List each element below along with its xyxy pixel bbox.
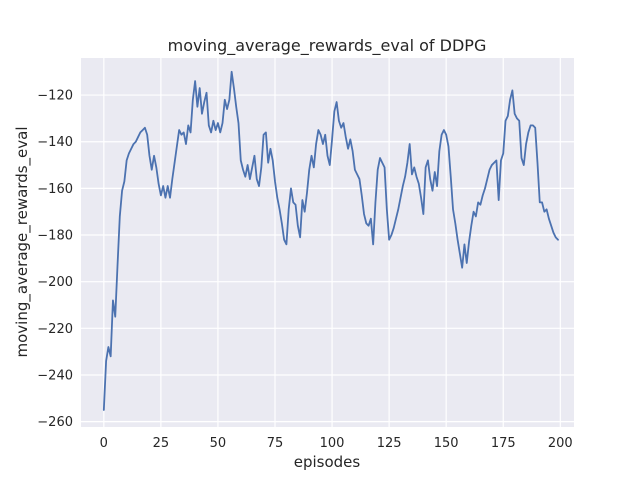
x-axis-label: episodes: [294, 453, 361, 471]
y-tick-labels: −260 −240 −220 −200 −180 −160 −140 −120: [37, 89, 73, 431]
y-tick-label: −220: [37, 322, 73, 337]
x-tick-labels: 0 25 50 75 100 125 150 175 200: [100, 436, 573, 451]
y-tick-label: −180: [37, 229, 73, 244]
chart-title: moving_average_rewards_eval of DDPG: [168, 36, 487, 56]
x-tick-label: 125: [377, 436, 402, 451]
x-tick-label: 50: [210, 436, 227, 451]
grid-horizontal-lines: [81, 94, 574, 423]
y-tick-label: −160: [37, 182, 73, 197]
x-tick-label: 150: [434, 436, 459, 451]
x-tick-label: 25: [153, 436, 170, 451]
grid-vertical-lines: [103, 58, 561, 427]
y-tick-label: −140: [37, 135, 73, 150]
y-tick-label: −260: [37, 415, 73, 430]
x-tick-label: 100: [320, 436, 345, 451]
y-tick-label: −200: [37, 275, 73, 290]
x-tick-label: 0: [100, 436, 108, 451]
plot-area-background: [81, 58, 574, 427]
y-tick-label: −120: [37, 89, 73, 104]
reward-line: [102, 70, 559, 411]
y-tick-label: −240: [37, 368, 73, 383]
x-tick-label: 200: [548, 436, 573, 451]
x-tick-label: 75: [267, 436, 284, 451]
y-axis-label: moving_average_rewards_eval: [13, 127, 32, 358]
x-tick-label: 175: [491, 436, 516, 451]
